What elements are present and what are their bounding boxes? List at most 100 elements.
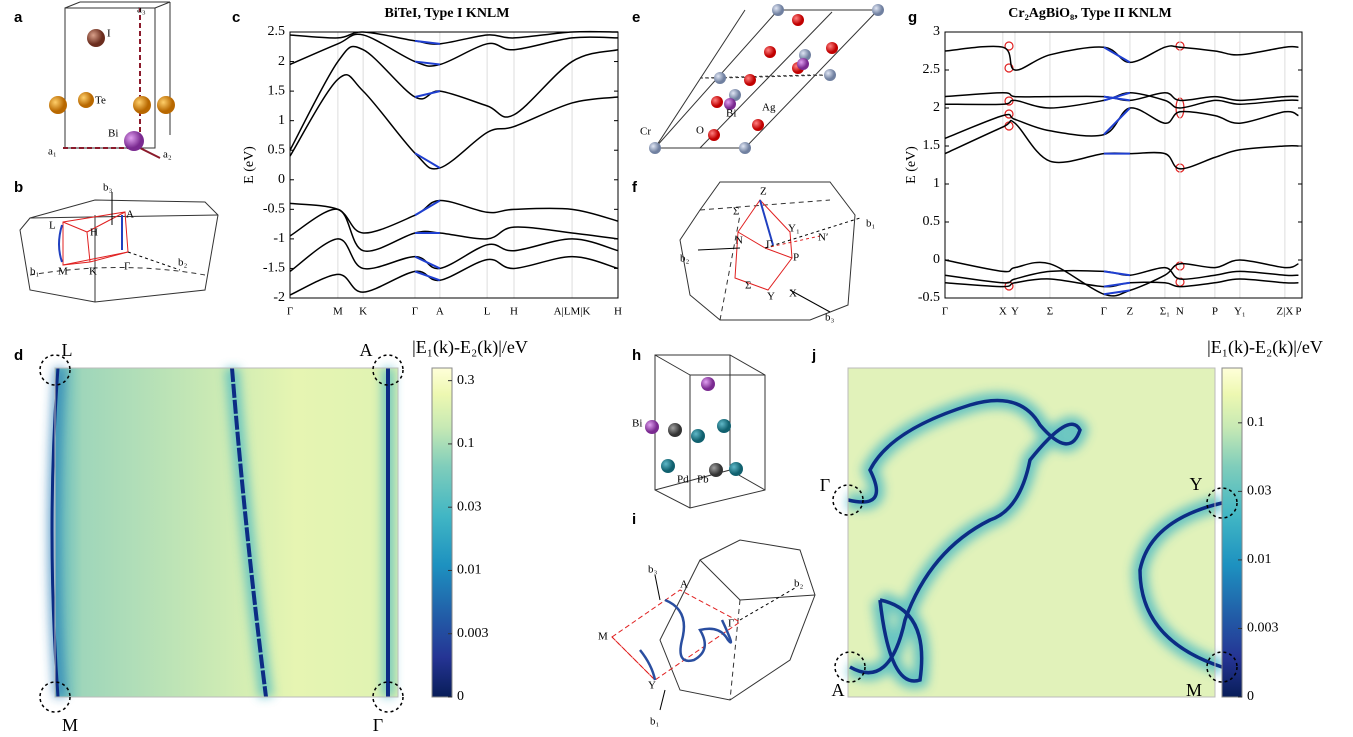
colorbar-tick-label: 0 [1247,689,1254,704]
band [290,34,618,66]
atom-label: I [107,28,111,40]
y-tick-label: -0.5 [263,202,285,217]
highlight-segment [1104,108,1130,135]
point-label: Y [767,291,775,303]
point-label: Z [760,186,767,198]
x-tick-label: X [999,306,1007,318]
colorbar-tick-label: 0.1 [457,436,475,451]
colorbar-tick-label: 0.1 [1247,415,1265,430]
colorbar-tick-label: 0.003 [457,626,489,641]
highlight-segment [415,271,440,280]
point-label: A [126,209,134,221]
y-axis-label: E (eV) [242,146,257,184]
x-tick-label: Σ [1047,306,1053,318]
colorbar [1222,368,1242,697]
panel-label: i [632,511,636,528]
point-label: N′ [818,232,828,244]
band [290,209,618,251]
x-tick-label: L [484,306,491,318]
heatmap-image-j [848,368,1222,697]
colorbar-tick-label: 0.01 [457,563,482,578]
corner-label: M [1186,680,1202,700]
highlight-segment [415,257,440,269]
point-label: X [789,288,797,300]
point-label: M [598,631,608,643]
x-tick-label: Y [1011,306,1019,318]
y-tick-label: -1 [273,231,285,246]
axis-label: a₁ [48,146,57,158]
atom-label: Bi [726,108,736,120]
y-tick-label: -2 [273,290,285,305]
atom-label: Pb [697,474,709,486]
y-axis-label: E (eV) [904,146,919,184]
point-label: b₃ [648,564,658,576]
x-tick-label: K [359,306,367,318]
x-tick-label: Σ₁ [1160,306,1170,318]
node-markers [1005,42,1184,290]
colorbar-tick-label: 0.01 [1247,552,1272,567]
colorbar-tick-label: 0.3 [457,373,475,388]
x-tick-label: H [614,306,622,318]
band [290,75,618,169]
x-tick-label: Γ [287,306,293,318]
point-label: A [680,579,688,591]
corner-label: A [832,680,845,700]
band [945,108,1298,139]
x-tick-label: P [1295,306,1301,318]
band [290,200,618,233]
axis-label: a₂ [163,149,172,161]
x-tick-label: Γ [1101,306,1107,318]
point-label: K [89,266,97,278]
band [290,239,618,272]
highlight-segment [415,200,440,215]
band [945,268,1298,283]
panel-label: f [632,179,638,196]
colorbar [432,368,452,697]
point-label: b₂ [178,257,188,269]
y-tick-label: 2.5 [923,62,941,77]
chart-title: BiTeI, Type I KNLM [385,6,510,21]
point-label: M [58,266,68,278]
panel-label: e [632,9,640,26]
colorbar-tick-label: 0.03 [1247,484,1272,499]
atom-label: Ag [762,102,776,114]
colorbar-title: |E₁(k)-E₂(k)|/eV [1207,337,1323,358]
point-label: b₂ [680,253,690,265]
point-label: Σ [733,206,739,218]
point-label: N [735,235,743,247]
point-label: b₃ [825,312,835,324]
y-tick-label: 2 [278,54,285,69]
point-label: P [793,252,799,264]
x-tick-label: Y₁ [1234,306,1246,318]
panel-label: h [632,347,641,364]
corner-label: A [360,340,373,360]
corner-label: Y [1190,474,1203,494]
panel-label: g [908,9,917,26]
brillouin-zone-bipdpb [612,540,815,710]
x-tick-label: M [333,306,343,318]
corner-label: M [62,715,78,735]
panel-label: c [232,9,240,26]
corner-label: Γ [373,715,383,735]
y-tick-label: -0.5 [918,290,940,305]
plot-frame [945,32,1302,298]
x-tick-label: N [1176,306,1184,318]
y-tick-label: 1 [933,176,940,191]
atom-label: Bi [632,418,642,430]
point-label: Y₁ [788,223,800,235]
y-tick-label: 1 [278,113,285,128]
point-label: b₁ [30,266,40,278]
point-label: b₃ [103,182,113,194]
x-tick-label: A [436,306,444,318]
point-label: b₁ [866,218,876,230]
panel-label: a [14,9,23,26]
point-label: Γ [124,261,130,273]
colorbar-title: |E₁(k)-E₂(k)|/eV [412,337,528,358]
y-tick-label: 0.5 [268,142,286,157]
panel-label: j [811,347,816,364]
chart-title: Cr₂AgBiO₈, Type II KNLM [1008,6,1171,21]
heatmap-image-d [52,368,398,697]
point-label: L [49,220,56,232]
point-label: b₁ [650,716,660,728]
highlight-segment [1104,47,1130,62]
